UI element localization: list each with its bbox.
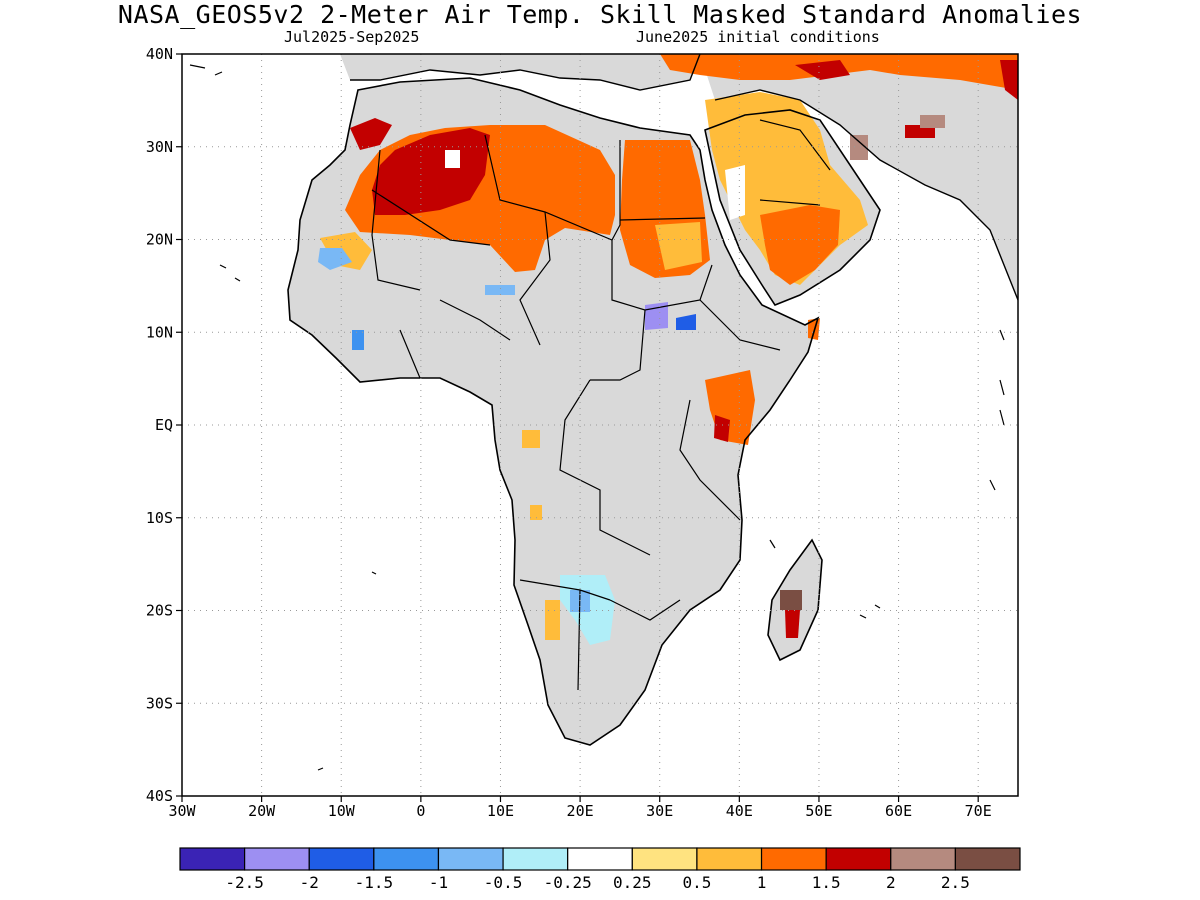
lat-tick-label: 30S xyxy=(146,694,173,712)
lon-tick-label: 30E xyxy=(646,802,673,820)
colorbar-swatch xyxy=(373,847,440,871)
colorbar-swatch xyxy=(954,847,1021,871)
colorbar-label: -2 xyxy=(300,873,319,892)
southern-europe xyxy=(340,54,700,90)
colorbar-label: -1 xyxy=(429,873,448,892)
lon-tick-label: 20W xyxy=(248,802,276,820)
madagascar-coastline xyxy=(767,538,823,662)
colorbar-swatch xyxy=(825,847,892,871)
colorbar-label: -0.5 xyxy=(484,873,523,892)
colorbar-label: 2 xyxy=(886,873,896,892)
middle-east-coastline xyxy=(714,89,1018,301)
colorbar-swatch xyxy=(502,847,569,871)
lat-tick-label: 30N xyxy=(146,138,173,156)
forecast-period: Jul2025-Sep2025 xyxy=(284,28,420,46)
country-borders xyxy=(371,119,831,691)
lat-tick-label: 10S xyxy=(146,509,173,527)
colorbar-swatch xyxy=(308,847,375,871)
lon-tick-label: 50E xyxy=(805,802,832,820)
lat-tick-label: 10N xyxy=(146,323,173,341)
lon-tick-label: 70E xyxy=(965,802,992,820)
lon-tick-label: 20E xyxy=(567,802,594,820)
lon-tick-label: 10E xyxy=(487,802,514,820)
colorbar-label: 0.5 xyxy=(682,873,711,892)
colorbar-swatch xyxy=(567,847,633,871)
colorbar-label: 1.5 xyxy=(812,873,841,892)
colorbar-label: 1 xyxy=(757,873,767,892)
lon-tick-label: 0 xyxy=(416,802,425,820)
colorbar-label: 0.25 xyxy=(613,873,652,892)
lat-tick-label: 40S xyxy=(146,787,173,805)
colorbar: -2.5 -2 -1.5 -1 -0.5 -0.25 0.25 0.5 1 1.5 2 2.5 xyxy=(179,847,1021,892)
lat-tick-label: 20N xyxy=(146,231,173,249)
colorbar-swatch xyxy=(179,847,246,871)
map-content xyxy=(189,54,1018,771)
lat-tick-label: 40N xyxy=(146,45,173,63)
colorbar-swatch xyxy=(631,847,698,871)
colorbar-label: -0.25 xyxy=(544,873,592,892)
lon-tick-label: 30W xyxy=(168,802,196,820)
colorbar-swatch xyxy=(437,847,504,871)
arabian-coastline xyxy=(704,109,881,306)
colorbar-label: -1.5 xyxy=(355,873,394,892)
map-title: NASA_GEOS5v2 2-Meter Air Temp. Skill Mas… xyxy=(117,0,1083,29)
colorbar-swatch xyxy=(244,847,310,871)
colorbar-swatch xyxy=(696,847,763,871)
lat-tick-label: 20S xyxy=(146,602,173,620)
lat-tick-label: EQ xyxy=(155,416,173,434)
colorbar-label: -2.5 xyxy=(225,873,264,892)
initial-conditions: June2025 initial conditions xyxy=(636,28,880,46)
colorbar-swatch xyxy=(760,847,827,871)
islands xyxy=(189,64,1005,771)
europe-coastline xyxy=(350,54,701,91)
lon-tick-label: 40E xyxy=(726,802,753,820)
lon-tick-label: 60E xyxy=(885,802,912,820)
lon-tick-label: 10W xyxy=(328,802,356,820)
colorbar-label: 2.5 xyxy=(941,873,970,892)
colorbar-swatch xyxy=(890,847,956,871)
graticule xyxy=(182,54,1018,796)
